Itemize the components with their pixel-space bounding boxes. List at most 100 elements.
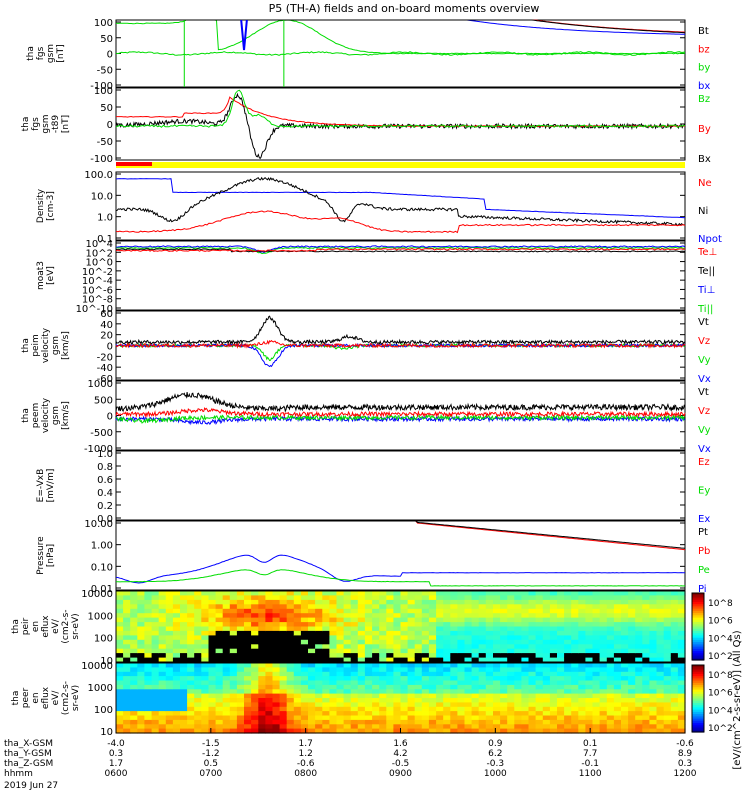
- spectrogram-cell: [450, 591, 458, 596]
- spectrogram-cell: [137, 657, 145, 663]
- spectrogram-cell: [400, 702, 409, 708]
- spectrogram-cell: [621, 680, 629, 686]
- spectrogram-cell: [137, 698, 145, 703]
- spectrogram-cell: [549, 680, 558, 686]
- spectrogram-cell: [564, 728, 572, 734]
- spectrogram-cell: [521, 613, 530, 619]
- spectrogram-cell: [571, 706, 579, 712]
- spectrogram-cell: [244, 684, 252, 690]
- spectrogram-cell: [393, 644, 402, 650]
- spectrogram-cell: [500, 595, 508, 601]
- y-tick-label: 1.0: [97, 213, 113, 224]
- spectrogram-cell: [329, 648, 338, 654]
- spectrogram-cell: [649, 648, 658, 654]
- y-axis-label: velocity: [41, 327, 51, 363]
- spectrogram-cell: [357, 680, 366, 686]
- spectrogram-cell: [393, 724, 402, 730]
- spectrogram-cell: [599, 613, 608, 619]
- colorbar-cell: [692, 685, 704, 688]
- legend-entry: Pb: [698, 546, 710, 557]
- spectrogram-cell: [329, 635, 338, 641]
- spectrogram-cell: [514, 680, 522, 686]
- spectrogram-cell: [364, 648, 373, 654]
- spectrogram-cell: [300, 693, 309, 699]
- spectrogram-cell: [400, 693, 409, 699]
- spectrogram-cell: [585, 595, 594, 601]
- spectrogram-cell: [571, 711, 579, 717]
- spectrogram-cell: [379, 608, 387, 614]
- spectrogram-cell: [621, 613, 629, 619]
- spectrogram-cell: [329, 689, 338, 695]
- spectrogram-cell: [116, 706, 124, 712]
- spectrogram-cell: [165, 648, 174, 654]
- spectrogram-cell: [130, 728, 138, 734]
- spectrogram-cell: [350, 671, 359, 677]
- spectrogram-cell: [336, 639, 345, 645]
- spectrogram-cell: [165, 663, 174, 668]
- spectrogram-cell: [421, 667, 430, 673]
- spectrogram-cell: [123, 630, 131, 636]
- spectrogram-cell: [471, 711, 480, 717]
- spectrogram-cell: [379, 635, 387, 641]
- spectrogram-cell: [279, 689, 288, 695]
- spectrogram-cell: [180, 630, 188, 636]
- spectrogram-cell: [592, 617, 601, 623]
- spectrogram-cell: [201, 599, 209, 605]
- spectrogram-cell: [478, 667, 487, 673]
- spectrogram-cell: [393, 617, 402, 623]
- spectrogram-cell: [272, 657, 281, 663]
- spectrogram-cell: [549, 702, 558, 708]
- spectrogram-cell: [286, 604, 295, 610]
- spectrogram-cell: [535, 599, 544, 605]
- spectrogram-cell: [364, 684, 373, 690]
- spectrogram-cell: [236, 644, 245, 650]
- spectrogram-cell: [635, 724, 643, 730]
- spectrogram-cell: [151, 706, 160, 712]
- spectrogram-cell: [308, 626, 316, 632]
- spectrogram-cell: [450, 622, 458, 628]
- spectrogram-cell: [265, 653, 274, 659]
- spectrogram-cell: [656, 702, 665, 708]
- spectrogram-cell: [208, 644, 217, 650]
- spectrogram-cell: [137, 719, 145, 725]
- spectrogram-cell: [535, 667, 544, 673]
- spectrogram-cell: [286, 626, 295, 632]
- footer-axis: tha_X-GSM -4.0 -1.5 1.7 1.6 0.9 0.1 -0.6tha_Y-G…: [4, 728, 697, 791]
- spectrogram-cell: [628, 676, 636, 682]
- footer-value: 1200: [674, 769, 697, 779]
- spectrogram-cell: [137, 648, 145, 654]
- spectrogram-cell: [628, 617, 636, 623]
- y-axis-label: [mV/m]: [46, 469, 56, 503]
- spectrogram-cell: [628, 622, 636, 628]
- spectrogram-cell: [599, 622, 608, 628]
- spectrogram-cell: [172, 604, 181, 610]
- spectrogram-cell: [557, 715, 565, 721]
- spectrogram-cell: [471, 599, 480, 605]
- spectrogram-cell: [656, 698, 665, 703]
- spectrogram-cell: [478, 648, 487, 654]
- spectrogram-cell: [443, 639, 451, 645]
- legend-entry: Ey: [698, 486, 710, 497]
- spectrogram-cell: [471, 595, 480, 601]
- spectrogram-cell: [414, 663, 423, 668]
- spectrogram-cell: [542, 648, 551, 654]
- spectrogram-cell: [244, 702, 252, 708]
- spectrogram-cell: [187, 599, 195, 605]
- spectrogram-cell: [621, 671, 629, 677]
- spectrogram-cell: [386, 711, 394, 717]
- footer-row-label: hhmm: [4, 769, 33, 779]
- spectrogram-cell: [649, 706, 658, 712]
- spectrogram-cell: [144, 663, 153, 668]
- spectrogram-cell: [585, 724, 594, 730]
- spectrogram-cell: [436, 728, 444, 734]
- spectrogram-cell: [457, 684, 466, 690]
- spectrogram-cell: [272, 706, 281, 712]
- colorbar-cell: [692, 606, 704, 610]
- spectrogram-cell: [507, 680, 515, 686]
- spectrogram-cell: [663, 689, 672, 695]
- spectrogram-cell: [421, 622, 430, 628]
- spectrogram-cell: [549, 648, 558, 654]
- spectrogram-cell: [158, 644, 167, 650]
- spectrogram-cell: [677, 715, 686, 721]
- y-axis-label: [nT]: [56, 44, 66, 62]
